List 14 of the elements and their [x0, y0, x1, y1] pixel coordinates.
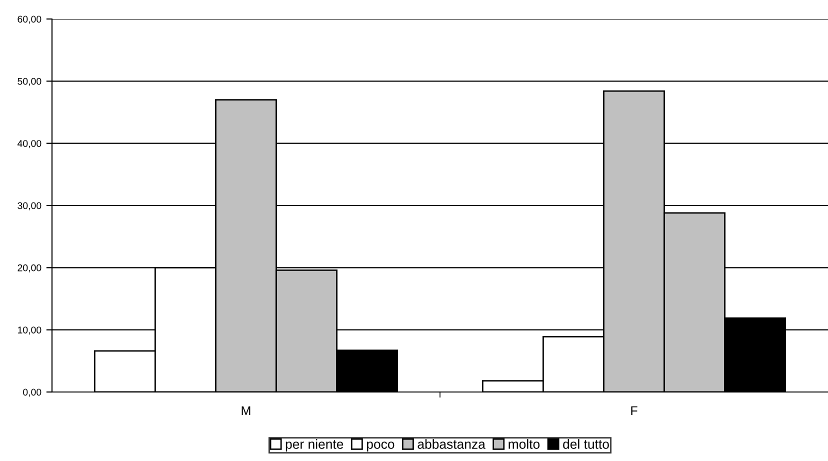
y-tick-label: 20,00 [18, 264, 42, 272]
y-tick-label: 60,00 [18, 16, 42, 24]
x-tick-label: M [242, 406, 250, 415]
legend-label: per niente [286, 439, 344, 452]
legend-label: abbastanza [418, 439, 486, 449]
y-tick-label: 40,00 [17, 140, 42, 148]
y-tick-label: 0,00 [23, 388, 42, 397]
y-tick-label: 30,00 [18, 202, 42, 210]
y-tick-label: 10,00 [18, 326, 42, 335]
legend-label: poco [367, 442, 394, 452]
x-tick-label: F [631, 406, 638, 415]
legend-label: del tutto [563, 439, 609, 449]
legend-label: molto [508, 439, 540, 449]
y-tick-label: 50,00 [18, 78, 42, 86]
